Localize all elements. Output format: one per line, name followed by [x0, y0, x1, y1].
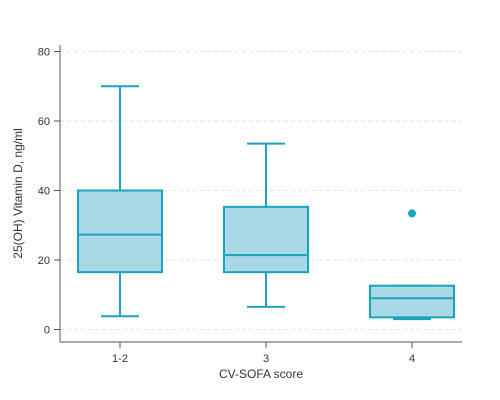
iqr-box	[369, 284, 455, 319]
iqr-box	[223, 205, 309, 274]
iqr-box	[77, 189, 163, 274]
box-group	[369, 209, 455, 321]
x-tick-label: 1-2	[112, 353, 128, 365]
y-tick-label: 60	[38, 116, 50, 128]
y-tick-label: 20	[38, 255, 50, 267]
axes: 0 20 40 60 80 1-2 3 4	[38, 45, 462, 365]
boxes	[77, 85, 455, 321]
y-tick-label: 40	[38, 186, 50, 198]
box-group	[77, 85, 163, 318]
y-tick-label: 80	[38, 47, 50, 59]
box-group	[223, 142, 309, 308]
x-axis-title: CV-SOFA score	[219, 367, 303, 381]
x-tick-label: 4	[409, 353, 415, 365]
y-axis-title: 25(OH) Vitamin D, ng/ml	[11, 128, 25, 258]
y-tick-label: 0	[44, 325, 50, 337]
outlier-point	[408, 209, 416, 218]
x-tick-label: 3	[263, 353, 269, 365]
